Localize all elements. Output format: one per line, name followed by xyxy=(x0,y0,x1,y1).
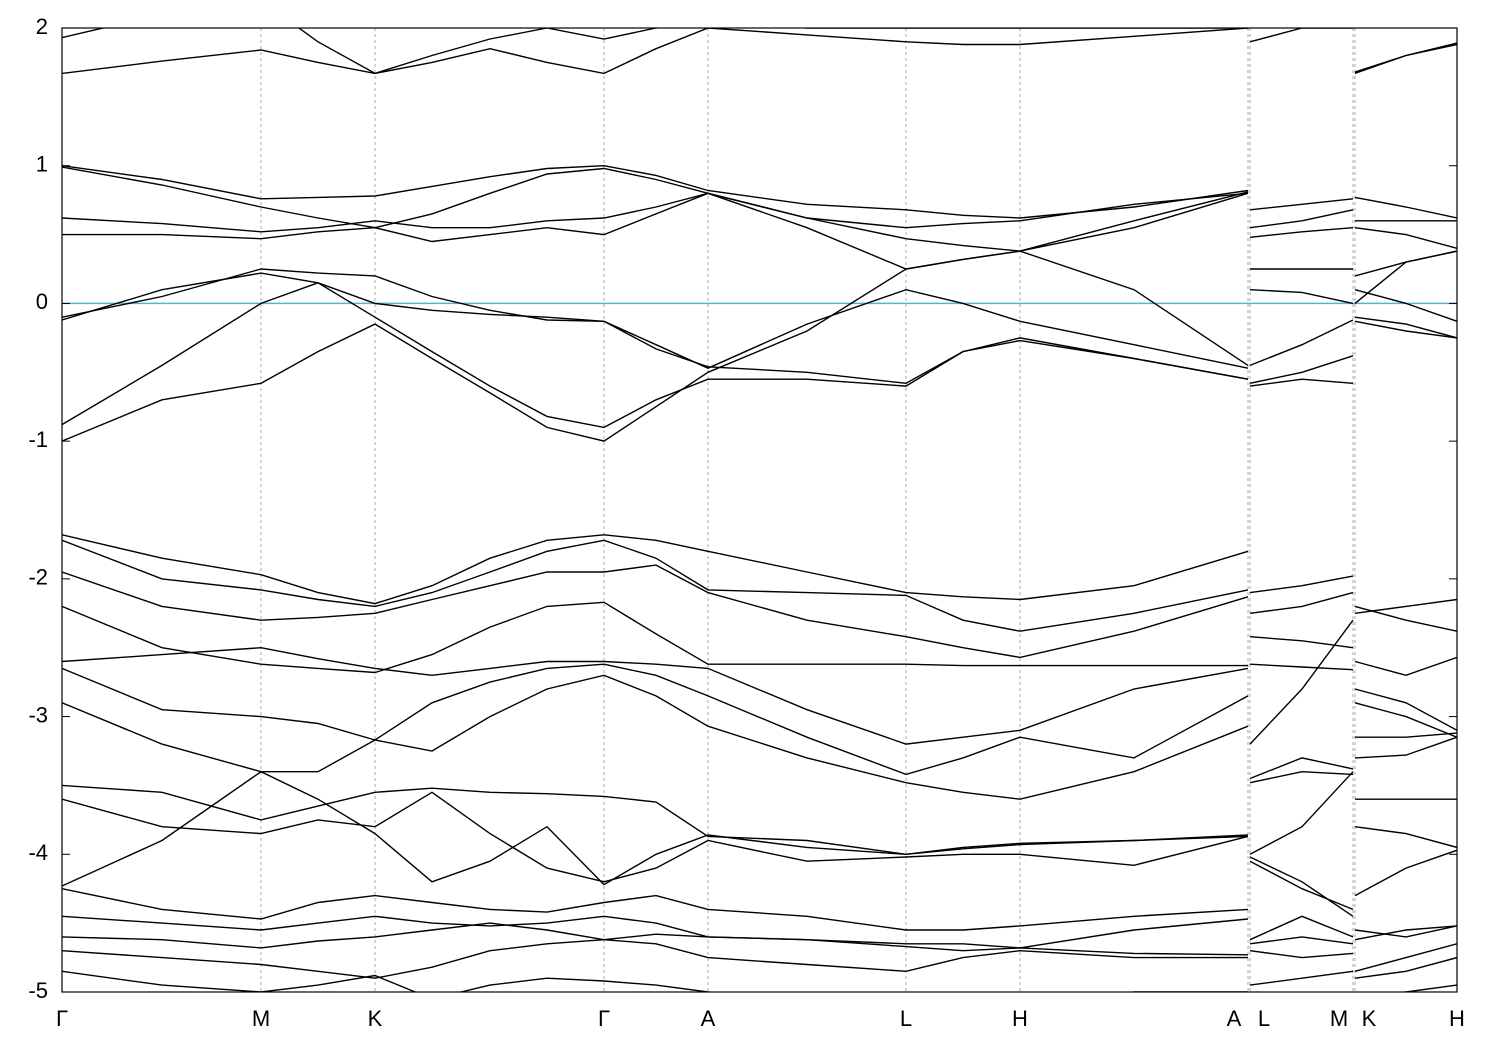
y-tick-label: -2 xyxy=(28,565,48,590)
band-line xyxy=(62,564,1457,677)
x-tick-label: Γ xyxy=(56,1006,68,1031)
band-line xyxy=(62,771,1457,856)
x-tick-label: A xyxy=(1227,1006,1242,1031)
y-tick-label: -3 xyxy=(28,702,48,727)
x-tick-label: M xyxy=(252,1006,270,1031)
band-line xyxy=(62,282,1457,429)
plot-frame xyxy=(61,27,1458,993)
band-line xyxy=(62,915,1457,949)
x-tick-label: H xyxy=(1449,1006,1465,1031)
x-tick-label: L xyxy=(900,1006,912,1031)
band-line xyxy=(62,970,1457,992)
band-line xyxy=(62,272,1457,385)
band-line xyxy=(62,888,1457,941)
x-tick-label: L xyxy=(1258,1006,1270,1031)
band-line xyxy=(62,601,1457,731)
band-line xyxy=(62,539,1457,632)
band-line xyxy=(62,166,1457,229)
bands xyxy=(62,28,1457,992)
band-line xyxy=(62,938,1457,986)
band-line xyxy=(62,191,1457,252)
y-tick-label: -5 xyxy=(28,978,48,1003)
y-tick-label: 2 xyxy=(36,14,48,39)
x-tick-label: Γ xyxy=(598,1006,610,1031)
band-line xyxy=(62,192,1457,442)
x-tick-label: M xyxy=(1330,1006,1348,1031)
band-line xyxy=(62,619,1457,745)
y-tick-label: 1 xyxy=(36,152,48,177)
band-line xyxy=(62,770,1457,911)
band-line xyxy=(62,791,1457,917)
x-tick-label: A xyxy=(701,1006,716,1031)
y-tick-label: -1 xyxy=(28,427,48,452)
band-line xyxy=(62,164,1457,219)
x-tick-label: H xyxy=(1012,1006,1028,1031)
y-tick-label: -4 xyxy=(28,840,48,865)
y-tick-label: 0 xyxy=(36,289,48,314)
grid xyxy=(260,28,1356,992)
band-line xyxy=(62,674,1457,800)
band-line xyxy=(62,192,1457,366)
x-tick-label: K xyxy=(368,1006,383,1031)
band-line xyxy=(62,663,1457,780)
x-tick-label: K xyxy=(1362,1006,1377,1031)
